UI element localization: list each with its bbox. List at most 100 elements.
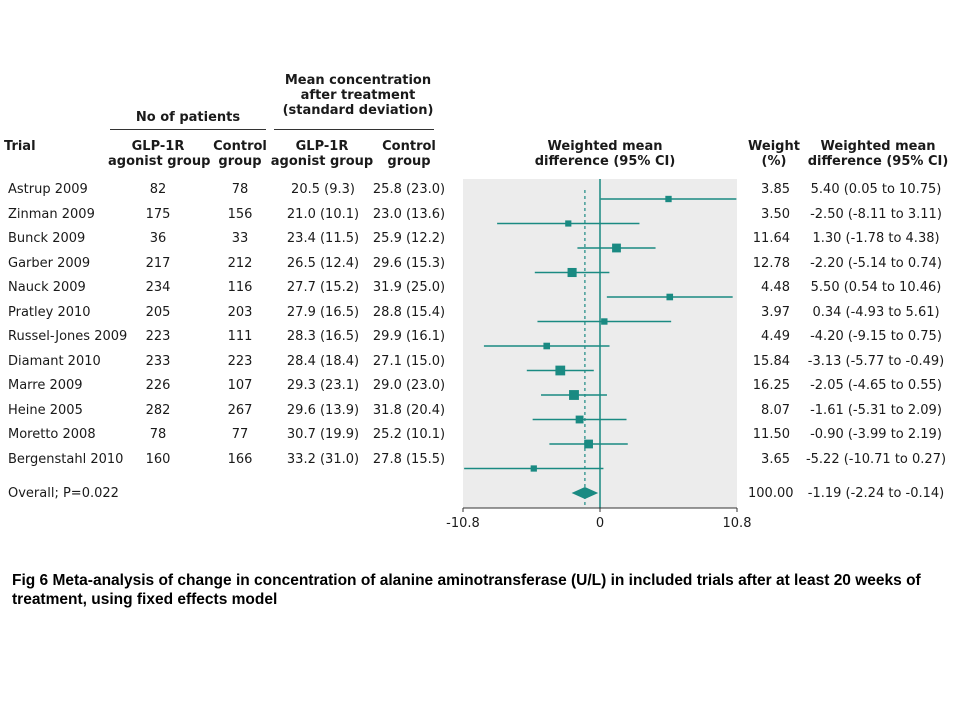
control-mean: 29.9 (16.1) — [372, 329, 446, 344]
point-estimate-square — [567, 267, 577, 278]
glp1r-mean-header-line-1: GLP-1R — [295, 139, 349, 154]
study-weight: 3.50 — [761, 206, 790, 222]
overall-label: Overall; P=0.022 — [8, 486, 119, 501]
glp1r-n: 205 — [145, 304, 171, 320]
weight-header: Weight (%) — [744, 139, 804, 169]
wmd-text-header-line-1: Weighted mean — [820, 139, 936, 154]
point-estimate-square — [666, 293, 674, 301]
no-of-patients-rule — [110, 129, 266, 130]
study-weight: 11.50 — [752, 427, 790, 442]
wmd-text-header: Weighted mean difference (95% CI) — [800, 139, 956, 169]
glp1r-patients-header-line-2: agonist group — [108, 154, 211, 169]
forest-plot-figure: No of patients Mean concentration after … — [4, 73, 956, 531]
glp1r-patients-header-line-1: GLP-1R — [131, 139, 185, 154]
point-estimate-square — [612, 243, 621, 253]
glp1r-mean: 28.3 (16.5) — [286, 329, 360, 344]
point-estimate-square — [530, 465, 537, 472]
glp1r-n: 82 — [149, 182, 167, 197]
glp1r-mean: 27.7 (15.2) — [286, 280, 360, 295]
point-estimate-square — [543, 342, 551, 350]
control-mean: 23.0 (13.6) — [372, 206, 446, 222]
x-tick-label: 0 — [596, 516, 604, 531]
trial-name: Russel-Jones 2009 — [8, 329, 128, 344]
no-of-patients-header: No of patients — [135, 110, 241, 125]
control-mean-header-line-1: Control — [382, 139, 436, 154]
control-mean: 28.8 (15.4) — [372, 304, 446, 320]
trial-name: Garber 2009 — [8, 255, 91, 271]
study-wmd: 1.30 (-1.78 to 4.38) — [812, 231, 940, 246]
control-n: 116 — [227, 280, 253, 295]
mean-concentration-line-2: after treatment — [300, 88, 416, 103]
study-weight: 12.78 — [752, 255, 790, 271]
glp1r-mean: 28.4 (18.4) — [286, 353, 360, 369]
study-weight: 3.65 — [761, 451, 790, 467]
study-wmd: -4.20 (-9.15 to 0.75) — [810, 329, 942, 344]
control-n: 166 — [227, 451, 253, 467]
trial-name: Bergenstahl 2010 — [8, 451, 124, 467]
glp1r-mean: 30.7 (19.9) — [286, 427, 360, 442]
study-weight: 3.85 — [761, 182, 790, 197]
mean-concentration-line-3: (standard deviation) — [282, 103, 434, 118]
mean-concentration-line-1: Mean concentration — [284, 73, 432, 88]
glp1r-n: 78 — [149, 427, 167, 442]
forest-plot-svg: -10.8 0 10.8 — [446, 179, 751, 531]
control-n: 33 — [231, 231, 249, 246]
control-n: 267 — [227, 402, 253, 418]
control-mean: 27.8 (15.5) — [372, 451, 446, 467]
glp1r-n: 226 — [145, 378, 171, 393]
trial-name: Bunck 2009 — [8, 231, 86, 246]
point-estimate-square — [569, 390, 579, 400]
study-wmd: 0.34 (-4.93 to 5.61) — [812, 304, 940, 320]
point-estimate-square — [555, 365, 566, 376]
trial-name: Moretto 2008 — [8, 427, 96, 442]
study-weight: 15.84 — [752, 353, 790, 369]
control-n: 107 — [227, 378, 253, 393]
trial-name: Nauck 2009 — [8, 280, 86, 295]
glp1r-mean: 27.9 (16.5) — [286, 304, 360, 320]
control-patients-header-line-2: group — [218, 154, 262, 169]
study-weight: 4.49 — [761, 329, 790, 344]
glp1r-mean: 26.5 (12.4) — [286, 255, 360, 271]
point-estimate-square — [584, 439, 593, 449]
control-mean: 31.9 (25.0) — [372, 280, 446, 295]
glp1r-n: 223 — [145, 329, 171, 344]
trial-name: Heine 2005 — [8, 402, 83, 418]
x-tick-label: -10.8 — [446, 516, 480, 531]
control-mean: 27.1 (15.0) — [372, 353, 446, 369]
wmd-plot-header: Weighted mean difference (95% CI) — [520, 139, 690, 169]
mean-concentration-rule — [274, 129, 434, 130]
glp1r-n: 175 — [145, 206, 171, 222]
point-estimate-square — [565, 220, 572, 227]
weight-header-line-2: (%) — [761, 154, 787, 169]
control-mean: 29.0 (23.0) — [372, 378, 446, 393]
trial-name: Pratley 2010 — [8, 304, 91, 320]
control-mean-header-line-2: group — [387, 154, 431, 169]
control-mean: 31.8 (20.4) — [372, 402, 446, 418]
study-wmd: 5.40 (0.05 to 10.75) — [810, 182, 942, 197]
glp1r-patients-header: GLP-1R agonist group — [108, 139, 211, 169]
glp1r-n: 282 — [145, 402, 171, 418]
control-n: 212 — [227, 255, 253, 271]
study-weight: 11.64 — [752, 231, 790, 246]
figure-caption: Fig 6 Meta-analysis of change in concent… — [12, 572, 921, 608]
glp1r-n: 160 — [145, 451, 171, 467]
overall-wmd: -1.19 (-2.24 to -0.14) — [807, 486, 945, 501]
control-patients-header: Control group — [210, 139, 270, 169]
glp1r-mean: 29.3 (23.1) — [286, 378, 360, 393]
control-mean: 25.8 (23.0) — [372, 182, 446, 197]
trial-name: Diamant 2010 — [8, 353, 101, 369]
study-weight: 3.97 — [761, 304, 790, 320]
study-wmd: -1.61 (-5.31 to 2.09) — [810, 402, 942, 418]
glp1r-mean-header-line-2: agonist group — [270, 154, 374, 169]
glp1r-mean: 29.6 (13.9) — [286, 402, 360, 418]
weight-header-line-1: Weight — [748, 139, 800, 154]
trial-header: Trial — [4, 139, 36, 154]
glp1r-mean: 33.2 (31.0) — [286, 451, 360, 467]
study-wmd: -2.50 (-8.11 to 3.11) — [810, 206, 942, 222]
control-mean: 29.6 (15.3) — [372, 255, 446, 271]
study-wmd: -0.90 (-3.99 to 2.19) — [810, 427, 942, 442]
trial-name: Marre 2009 — [8, 378, 83, 393]
point-estimate-square — [601, 318, 608, 325]
trial-name: Astrup 2009 — [8, 182, 88, 197]
study-wmd: -2.20 (-5.14 to 0.74) — [810, 255, 942, 271]
